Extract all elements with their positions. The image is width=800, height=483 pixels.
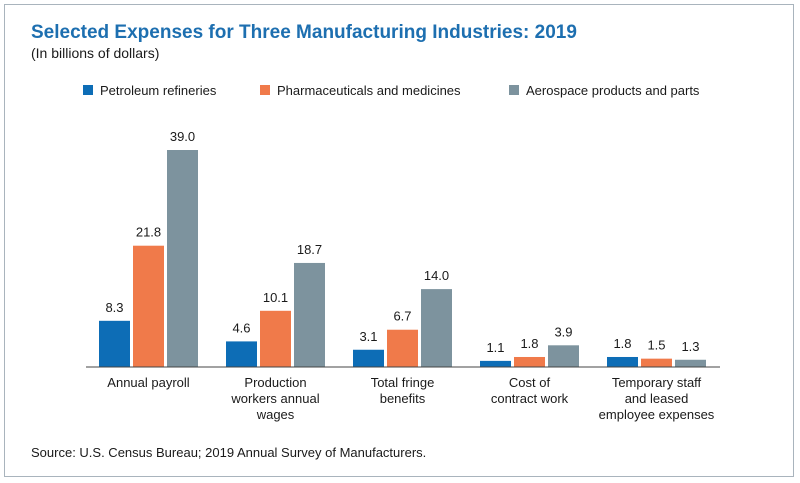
bar-value-label: 21.8 xyxy=(136,225,161,240)
category-label: contract work xyxy=(491,391,569,406)
legend-swatch xyxy=(260,85,270,95)
bar xyxy=(353,349,384,367)
chart-title: Selected Expenses for Three Manufacturin… xyxy=(31,22,577,43)
legend-label: Petroleum refineries xyxy=(100,83,217,98)
bar-value-label: 18.7 xyxy=(297,242,322,257)
bar-value-label: 3.1 xyxy=(359,329,377,344)
category-label: Temporary staff xyxy=(612,375,702,390)
bar xyxy=(133,245,164,367)
category-label: Annual payroll xyxy=(107,375,189,390)
source-note: Source: U.S. Census Bureau; 2019 Annual … xyxy=(31,445,427,460)
bar-value-label: 10.1 xyxy=(263,290,288,305)
bar-value-label: 1.3 xyxy=(681,339,699,354)
bar xyxy=(99,320,130,367)
bar-value-label: 1.1 xyxy=(486,340,504,355)
bar-value-label: 1.8 xyxy=(520,336,538,351)
bar xyxy=(260,310,291,367)
category-label: wages xyxy=(256,407,295,422)
bar-value-label: 1.5 xyxy=(647,338,665,353)
bar xyxy=(548,345,579,367)
bar xyxy=(387,329,418,367)
bar xyxy=(675,359,706,367)
bar xyxy=(226,341,257,367)
bar-value-label: 14.0 xyxy=(424,268,449,283)
bar xyxy=(480,360,511,367)
bar-value-label: 39.0 xyxy=(170,129,195,144)
category-label: benefits xyxy=(380,391,426,406)
bar-value-label: 3.9 xyxy=(554,324,572,339)
chart-subtitle: (In billions of dollars) xyxy=(31,45,160,61)
category-label: workers annual xyxy=(230,391,319,406)
chart-frame xyxy=(4,4,794,477)
bar xyxy=(167,150,198,367)
bar xyxy=(294,262,325,367)
bar-value-label: 4.6 xyxy=(232,320,250,335)
bar xyxy=(514,356,545,367)
category-label: Production xyxy=(244,375,306,390)
bar xyxy=(641,358,672,367)
bar-value-label: 6.7 xyxy=(393,309,411,324)
legend-swatch xyxy=(83,85,93,95)
bar xyxy=(421,289,452,367)
bar-value-label: 8.3 xyxy=(105,300,123,315)
category-label: Total fringe xyxy=(371,375,435,390)
legend-label: Aerospace products and parts xyxy=(526,83,700,98)
category-label: Cost of xyxy=(509,375,551,390)
legend-swatch xyxy=(509,85,519,95)
legend-label: Pharmaceuticals and medicines xyxy=(277,83,461,98)
category-label: and leased xyxy=(625,391,689,406)
bar-value-label: 1.8 xyxy=(613,336,631,351)
bar xyxy=(607,356,638,367)
legend: Petroleum refineries Pharmaceuticals and … xyxy=(83,83,700,98)
bars: 8.3 21.8 39.0 4.6 10.1 18.7 3.1 6.7 14.0 1.1 1.8 3.… xyxy=(99,129,706,367)
category-label: employee expenses xyxy=(599,407,715,422)
